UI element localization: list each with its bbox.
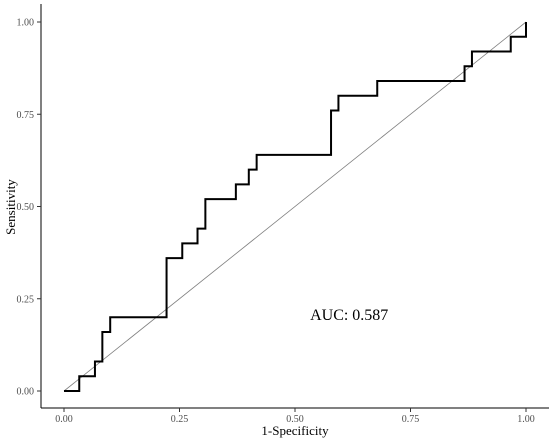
reference-diagonal-line <box>63 21 527 392</box>
auc-annotation: AUC: 0.587 <box>310 307 388 324</box>
reference-line-layer <box>63 21 527 392</box>
x-ticks: 0.00 0.25 0.50 0.75 1.00 <box>55 408 535 425</box>
x-axis-title: 1-Specificity <box>261 423 329 438</box>
y-tick-label: 0.75 <box>17 110 35 121</box>
y-tick-label: 1.00 <box>17 18 35 29</box>
x-tick-label: 0.75 <box>402 414 420 425</box>
y-tick-label: 0.25 <box>17 294 35 305</box>
x-tick-label: 0.00 <box>55 414 73 425</box>
series-layer <box>64 22 527 392</box>
x-tick-label: 0.25 <box>171 414 189 425</box>
x-tick-label: 0.50 <box>286 414 304 425</box>
roc-curve-line-0 <box>64 22 527 392</box>
y-tick-label: 0.00 <box>17 387 35 398</box>
y-ticks: 0.00 0.25 0.50 0.75 1.00 <box>17 18 41 398</box>
y-axis-title: Sensitivity <box>3 179 18 235</box>
y-tick-label: 0.50 <box>17 202 35 213</box>
x-tick-label: 1.00 <box>517 414 535 425</box>
